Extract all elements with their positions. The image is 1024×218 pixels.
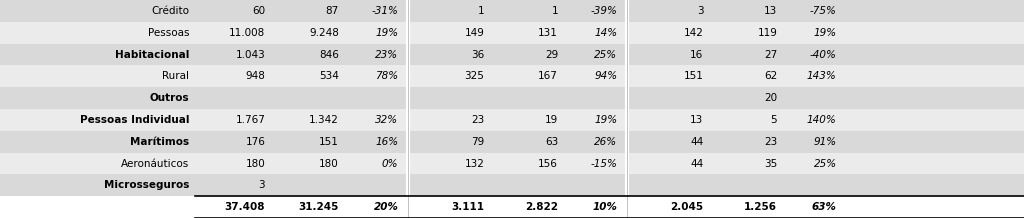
Text: 44: 44 (690, 158, 703, 169)
Text: 5: 5 (771, 115, 777, 125)
Text: 63%: 63% (812, 202, 837, 212)
Text: 3: 3 (697, 6, 703, 16)
Text: 60: 60 (252, 6, 265, 16)
Text: 26%: 26% (594, 137, 617, 147)
Text: 20: 20 (764, 93, 777, 103)
Text: 3: 3 (259, 180, 265, 190)
Text: 25%: 25% (813, 158, 837, 169)
Text: 23: 23 (764, 137, 777, 147)
Text: 1.043: 1.043 (236, 49, 265, 60)
Text: 156: 156 (539, 158, 558, 169)
Text: 35: 35 (764, 158, 777, 169)
Text: 23: 23 (471, 115, 484, 125)
Text: 36: 36 (471, 49, 484, 60)
Text: Marítimos: Marítimos (130, 137, 189, 147)
Text: Pessoas Individual: Pessoas Individual (80, 115, 189, 125)
Text: 143%: 143% (807, 71, 837, 81)
Bar (0, 153, 1024, 174)
Text: -31%: -31% (372, 6, 398, 16)
Text: 180: 180 (319, 158, 339, 169)
Text: 180: 180 (246, 158, 265, 169)
Text: 119: 119 (758, 28, 777, 38)
Text: 87: 87 (326, 6, 339, 16)
Text: 94%: 94% (594, 71, 617, 81)
Text: 19: 19 (545, 115, 558, 125)
Text: 13: 13 (690, 115, 703, 125)
Text: 25%: 25% (594, 49, 617, 60)
Text: 11.008: 11.008 (229, 28, 265, 38)
Bar (0, 22, 1024, 44)
Text: 2.822: 2.822 (525, 202, 558, 212)
Text: 19%: 19% (594, 115, 617, 125)
Text: 140%: 140% (807, 115, 837, 125)
Text: 20%: 20% (374, 202, 398, 212)
Bar (0, 44, 1024, 65)
Text: 534: 534 (319, 71, 339, 81)
Text: 23%: 23% (375, 49, 398, 60)
Text: 1.256: 1.256 (744, 202, 777, 212)
Text: 1.342: 1.342 (309, 115, 339, 125)
Bar (0, 65, 1024, 87)
Text: 0%: 0% (382, 158, 398, 169)
Text: 167: 167 (539, 71, 558, 81)
Text: 948: 948 (246, 71, 265, 81)
Text: 176: 176 (246, 137, 265, 147)
Text: 32%: 32% (375, 115, 398, 125)
Text: Outros: Outros (150, 93, 189, 103)
Bar (0, 109, 1024, 131)
Text: 1: 1 (552, 6, 558, 16)
Text: Crédito: Crédito (152, 6, 189, 16)
Text: -75%: -75% (810, 6, 837, 16)
Text: 27: 27 (764, 49, 777, 60)
Text: 2.045: 2.045 (671, 202, 703, 212)
Text: 846: 846 (319, 49, 339, 60)
Text: 132: 132 (465, 158, 484, 169)
Text: 29: 29 (545, 49, 558, 60)
Text: 14%: 14% (594, 28, 617, 38)
Text: 19%: 19% (375, 28, 398, 38)
Text: 91%: 91% (813, 137, 837, 147)
Text: 325: 325 (465, 71, 484, 81)
Text: 149: 149 (465, 28, 484, 38)
Text: Habitacional: Habitacional (115, 49, 189, 60)
Text: 78%: 78% (375, 71, 398, 81)
Text: -40%: -40% (810, 49, 837, 60)
Text: Pessoas: Pessoas (147, 28, 189, 38)
Text: -15%: -15% (591, 158, 617, 169)
Text: 151: 151 (319, 137, 339, 147)
Text: 19%: 19% (813, 28, 837, 38)
Text: 44: 44 (690, 137, 703, 147)
Text: 142: 142 (684, 28, 703, 38)
Text: 131: 131 (539, 28, 558, 38)
Text: 31.245: 31.245 (299, 202, 339, 212)
Text: 3.111: 3.111 (452, 202, 484, 212)
Bar (0, 87, 1024, 109)
Text: 1: 1 (478, 6, 484, 16)
Text: 10%: 10% (593, 202, 617, 212)
Bar (0, 174, 1024, 196)
Bar (0, 196, 1024, 218)
Bar (0, 0, 1024, 22)
Text: 9.248: 9.248 (309, 28, 339, 38)
Text: 151: 151 (684, 71, 703, 81)
Text: 37.408: 37.408 (224, 202, 265, 212)
Text: 79: 79 (471, 137, 484, 147)
Text: 16: 16 (690, 49, 703, 60)
Text: 63: 63 (545, 137, 558, 147)
Text: Aeronáuticos: Aeronáuticos (121, 158, 189, 169)
Text: 1.767: 1.767 (236, 115, 265, 125)
Text: Microsseguros: Microsseguros (104, 180, 189, 190)
Bar (0, 131, 1024, 153)
Text: -39%: -39% (591, 6, 617, 16)
Text: 13: 13 (764, 6, 777, 16)
Text: 62: 62 (764, 71, 777, 81)
Text: Rural: Rural (163, 71, 189, 81)
Text: 16%: 16% (375, 137, 398, 147)
